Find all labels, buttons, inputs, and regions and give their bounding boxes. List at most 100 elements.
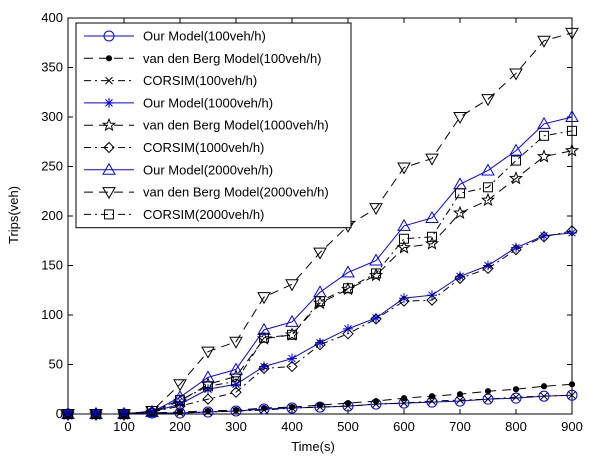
marker-shape bbox=[313, 247, 327, 260]
data-point bbox=[176, 408, 184, 416]
marker-shape bbox=[119, 409, 129, 419]
marker-shape bbox=[285, 279, 299, 292]
data-point bbox=[483, 260, 493, 271]
data-point bbox=[371, 268, 381, 279]
marker-shape bbox=[508, 171, 524, 185]
marker-shape bbox=[173, 379, 187, 392]
legend-label: CORSIM(1000veh/h) bbox=[143, 140, 264, 155]
marker-shape bbox=[400, 399, 408, 407]
data-point bbox=[314, 338, 326, 351]
marker-shape bbox=[568, 228, 576, 237]
marker-shape bbox=[480, 192, 496, 207]
data-point bbox=[229, 336, 243, 349]
legend-label: Our Model(100veh/h) bbox=[143, 29, 266, 44]
marker-shape bbox=[484, 261, 492, 270]
marker-shape bbox=[315, 296, 325, 307]
series-line bbox=[68, 130, 573, 415]
marker-shape bbox=[341, 265, 355, 278]
data-point bbox=[455, 188, 465, 199]
legend-entry: van den Berg Model(1000veh/h) bbox=[84, 118, 329, 133]
legend-marker bbox=[104, 97, 114, 108]
marker-shape bbox=[173, 390, 187, 403]
data-point bbox=[483, 182, 493, 193]
x-tick-label: 300 bbox=[225, 419, 247, 434]
marker-shape bbox=[400, 395, 408, 402]
marker-shape bbox=[105, 99, 113, 107]
legend-label: van den Berg Model(1000veh/h) bbox=[143, 118, 329, 133]
data-point bbox=[399, 233, 409, 244]
data-point bbox=[260, 406, 268, 414]
data-point bbox=[203, 381, 213, 392]
data-point bbox=[315, 296, 325, 307]
data-point bbox=[481, 94, 495, 107]
y-tick-label: 150 bbox=[41, 258, 63, 273]
legend-label: van den Berg Model(100veh/h) bbox=[143, 51, 322, 66]
data-point bbox=[257, 292, 271, 305]
data-point bbox=[342, 328, 354, 340]
legend-marker bbox=[104, 209, 114, 220]
marker-shape bbox=[286, 402, 298, 414]
data-point bbox=[454, 272, 466, 285]
data-point bbox=[537, 35, 551, 48]
data-point bbox=[344, 402, 352, 410]
data-point bbox=[452, 205, 468, 219]
series-line bbox=[68, 116, 573, 415]
marker-shape bbox=[537, 35, 551, 48]
marker-shape bbox=[285, 314, 299, 327]
marker-shape bbox=[229, 336, 243, 349]
legend-entry: CORSIM(100veh/h) bbox=[84, 73, 257, 88]
marker-shape bbox=[316, 338, 324, 347]
data-point bbox=[176, 409, 184, 417]
marker-shape bbox=[102, 162, 116, 175]
data-point bbox=[202, 393, 214, 405]
marker-shape bbox=[257, 322, 271, 335]
data-point bbox=[510, 392, 522, 404]
data-point bbox=[399, 293, 409, 304]
marker-shape bbox=[176, 408, 184, 416]
marker-shape bbox=[483, 182, 493, 193]
marker-shape bbox=[481, 163, 495, 176]
marker-shape bbox=[453, 112, 467, 125]
marker-shape bbox=[453, 177, 467, 190]
marker-shape bbox=[512, 386, 520, 393]
data-point bbox=[398, 295, 410, 307]
x-tick-label: 400 bbox=[281, 419, 303, 434]
data-point bbox=[566, 225, 578, 237]
data-point bbox=[173, 379, 187, 392]
marker-shape bbox=[201, 346, 215, 359]
legend-entry: CORSIM(1000veh/h) bbox=[84, 140, 264, 155]
marker-shape bbox=[232, 406, 240, 414]
data-point bbox=[288, 404, 296, 412]
marker-shape bbox=[288, 403, 296, 411]
marker-shape bbox=[484, 395, 492, 404]
marker-shape bbox=[369, 253, 383, 266]
tick-labels: 0 100 200 300 400 500 600 700 800 900 0 50 100 150 200… bbox=[41, 10, 583, 434]
marker-shape bbox=[372, 400, 380, 408]
marker-shape bbox=[260, 362, 268, 371]
marker-shape bbox=[370, 313, 382, 325]
x-tick-label: 600 bbox=[393, 419, 415, 434]
data-point bbox=[287, 329, 297, 340]
marker-shape bbox=[103, 30, 115, 42]
marker-shape bbox=[425, 210, 439, 223]
marker-shape bbox=[428, 397, 436, 405]
data-point bbox=[286, 402, 298, 414]
marker-shape bbox=[104, 209, 114, 220]
marker-shape bbox=[540, 383, 548, 390]
marker-shape bbox=[512, 393, 520, 402]
marker-shape bbox=[260, 406, 268, 414]
data-point bbox=[63, 409, 73, 419]
marker-shape bbox=[343, 283, 353, 294]
marker-shape bbox=[426, 294, 438, 306]
series-line bbox=[68, 32, 573, 415]
data-point bbox=[316, 403, 324, 411]
series-6 bbox=[62, 225, 578, 420]
legend-marker bbox=[103, 141, 115, 154]
marker-shape bbox=[456, 396, 464, 404]
legend-marker bbox=[105, 55, 113, 62]
legend-marker bbox=[102, 187, 116, 200]
y-tick-label: 300 bbox=[41, 109, 63, 124]
x-axis-label: Time(s) bbox=[291, 439, 335, 454]
